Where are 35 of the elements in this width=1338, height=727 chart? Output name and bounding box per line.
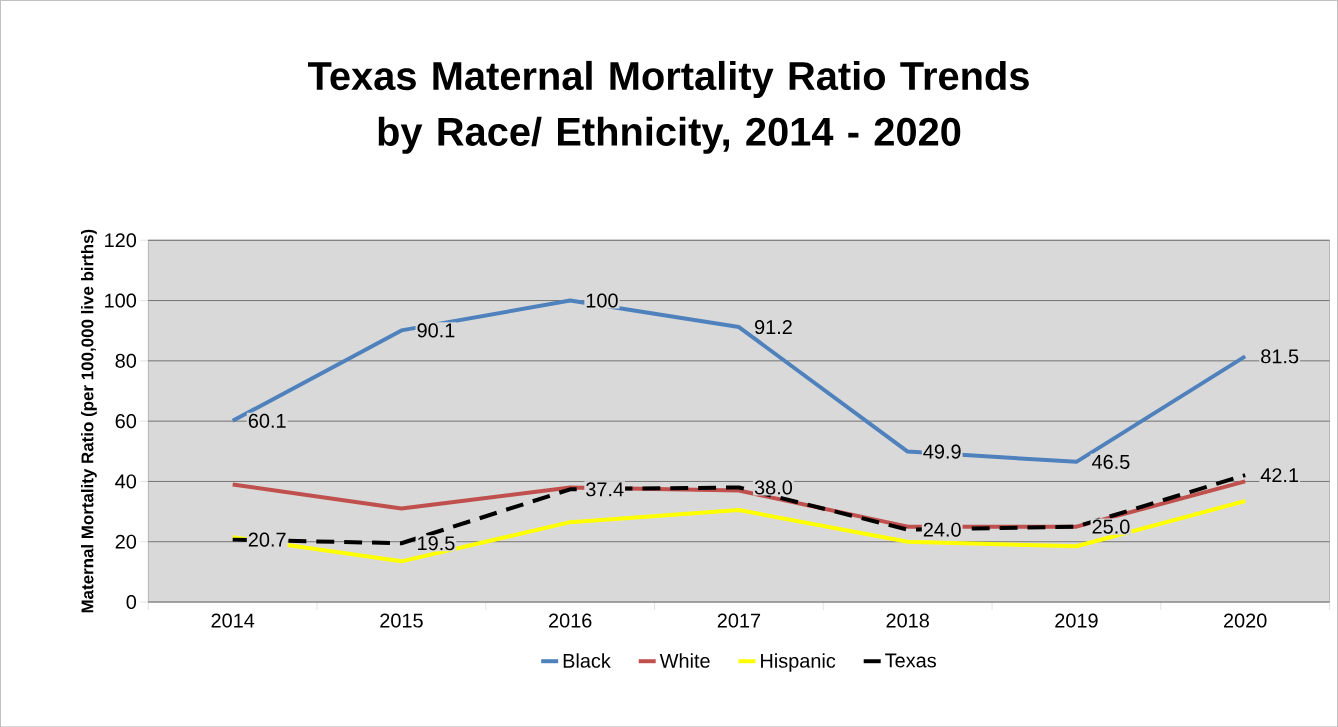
x-tick-label: 2018 xyxy=(886,613,929,628)
x-tick-label: 2016 xyxy=(549,613,592,628)
y-tick-label: 120 xyxy=(105,233,137,248)
chart-title: Texas Maternal Mortality Ratio Trends by Race/ Ethnicity, 2014 - 2020 xyxy=(307,60,1029,154)
data-label: 37.4 xyxy=(586,482,624,497)
legend-label: Texas xyxy=(885,653,936,668)
data-label: 25.0 xyxy=(1092,519,1130,534)
y-tick-label: 40 xyxy=(115,474,137,489)
data-label: 19.5 xyxy=(418,536,455,551)
x-tick-label: 2014 xyxy=(211,613,255,628)
data-label: 60.1 xyxy=(248,413,286,428)
data-label: 90.1 xyxy=(417,323,455,338)
x-tick-label: 2019 xyxy=(1055,613,1098,628)
x-tick-label: 2015 xyxy=(380,613,423,628)
line-series xyxy=(230,498,1248,564)
y-axis-title: Maternal Mortality Ratio (per 100,000 live births) xyxy=(81,229,97,613)
y-tick-label: 100 xyxy=(105,293,137,308)
data-label: 91.2 xyxy=(755,319,792,334)
y-tick-label: 20 xyxy=(115,534,137,549)
y-tick-label: 80 xyxy=(115,353,137,368)
x-tick-label: 2017 xyxy=(717,613,761,628)
y-tick-label: 0 xyxy=(126,594,137,609)
data-label: 81.5 xyxy=(1261,349,1299,364)
data-label: 42.1 xyxy=(1260,467,1299,482)
data-label: 38.0 xyxy=(754,480,793,495)
legend-label: White xyxy=(659,653,710,668)
y-tick-label: 60 xyxy=(115,413,137,429)
data-label: 100 xyxy=(586,293,618,308)
data-label: 20.7 xyxy=(248,532,286,547)
legend-label: Hispanic xyxy=(761,653,836,672)
x-tick-label: 2020 xyxy=(1224,613,1267,628)
data-label: 49.9 xyxy=(923,444,961,459)
data-label: 24.0 xyxy=(923,522,961,537)
data-label: 46.5 xyxy=(1092,454,1130,469)
legend-label: Black xyxy=(563,653,611,668)
